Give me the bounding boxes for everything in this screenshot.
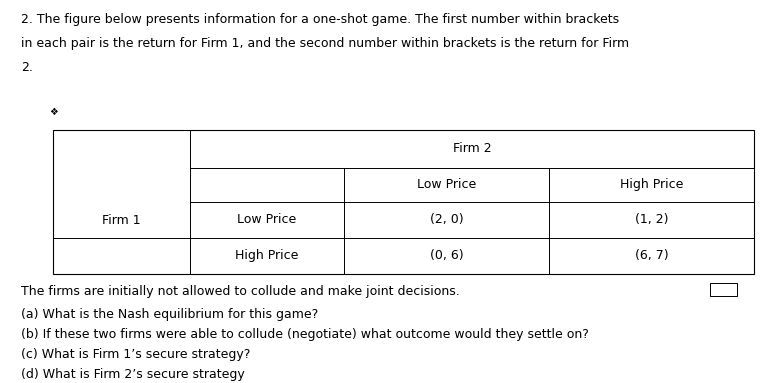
Text: 2. The figure below presents information for a one-shot game. The first number w: 2. The figure below presents information…: [21, 13, 619, 26]
Text: 2.: 2.: [21, 61, 33, 74]
Text: in each pair is the return for Firm 1, and the second number within brackets is : in each pair is the return for Firm 1, a…: [21, 37, 630, 50]
Text: High Price: High Price: [236, 249, 298, 262]
Text: Low Price: Low Price: [417, 178, 476, 191]
Text: (1, 2): (1, 2): [635, 213, 669, 226]
Text: (d) What is Firm 2’s secure strategy: (d) What is Firm 2’s secure strategy: [21, 368, 245, 381]
Text: (2, 0): (2, 0): [430, 213, 464, 226]
Text: The firms are initially not allowed to collude and make joint decisions.: The firms are initially not allowed to c…: [21, 285, 460, 298]
Text: (a) What is the Nash equilibrium for this game?: (a) What is the Nash equilibrium for thi…: [21, 308, 319, 321]
Text: Low Price: Low Price: [237, 213, 297, 226]
Text: (0, 6): (0, 6): [430, 249, 464, 262]
Text: ❖: ❖: [49, 107, 58, 117]
Text: High Price: High Price: [620, 178, 684, 191]
Text: Firm 2: Firm 2: [453, 142, 491, 155]
Text: (6, 7): (6, 7): [635, 249, 669, 262]
Text: Firm 1: Firm 1: [103, 214, 141, 227]
Text: (c) What is Firm 1’s secure strategy?: (c) What is Firm 1’s secure strategy?: [21, 348, 251, 361]
Text: (b) If these two firms were able to collude (negotiate) what outcome would they : (b) If these two firms were able to coll…: [21, 328, 589, 341]
